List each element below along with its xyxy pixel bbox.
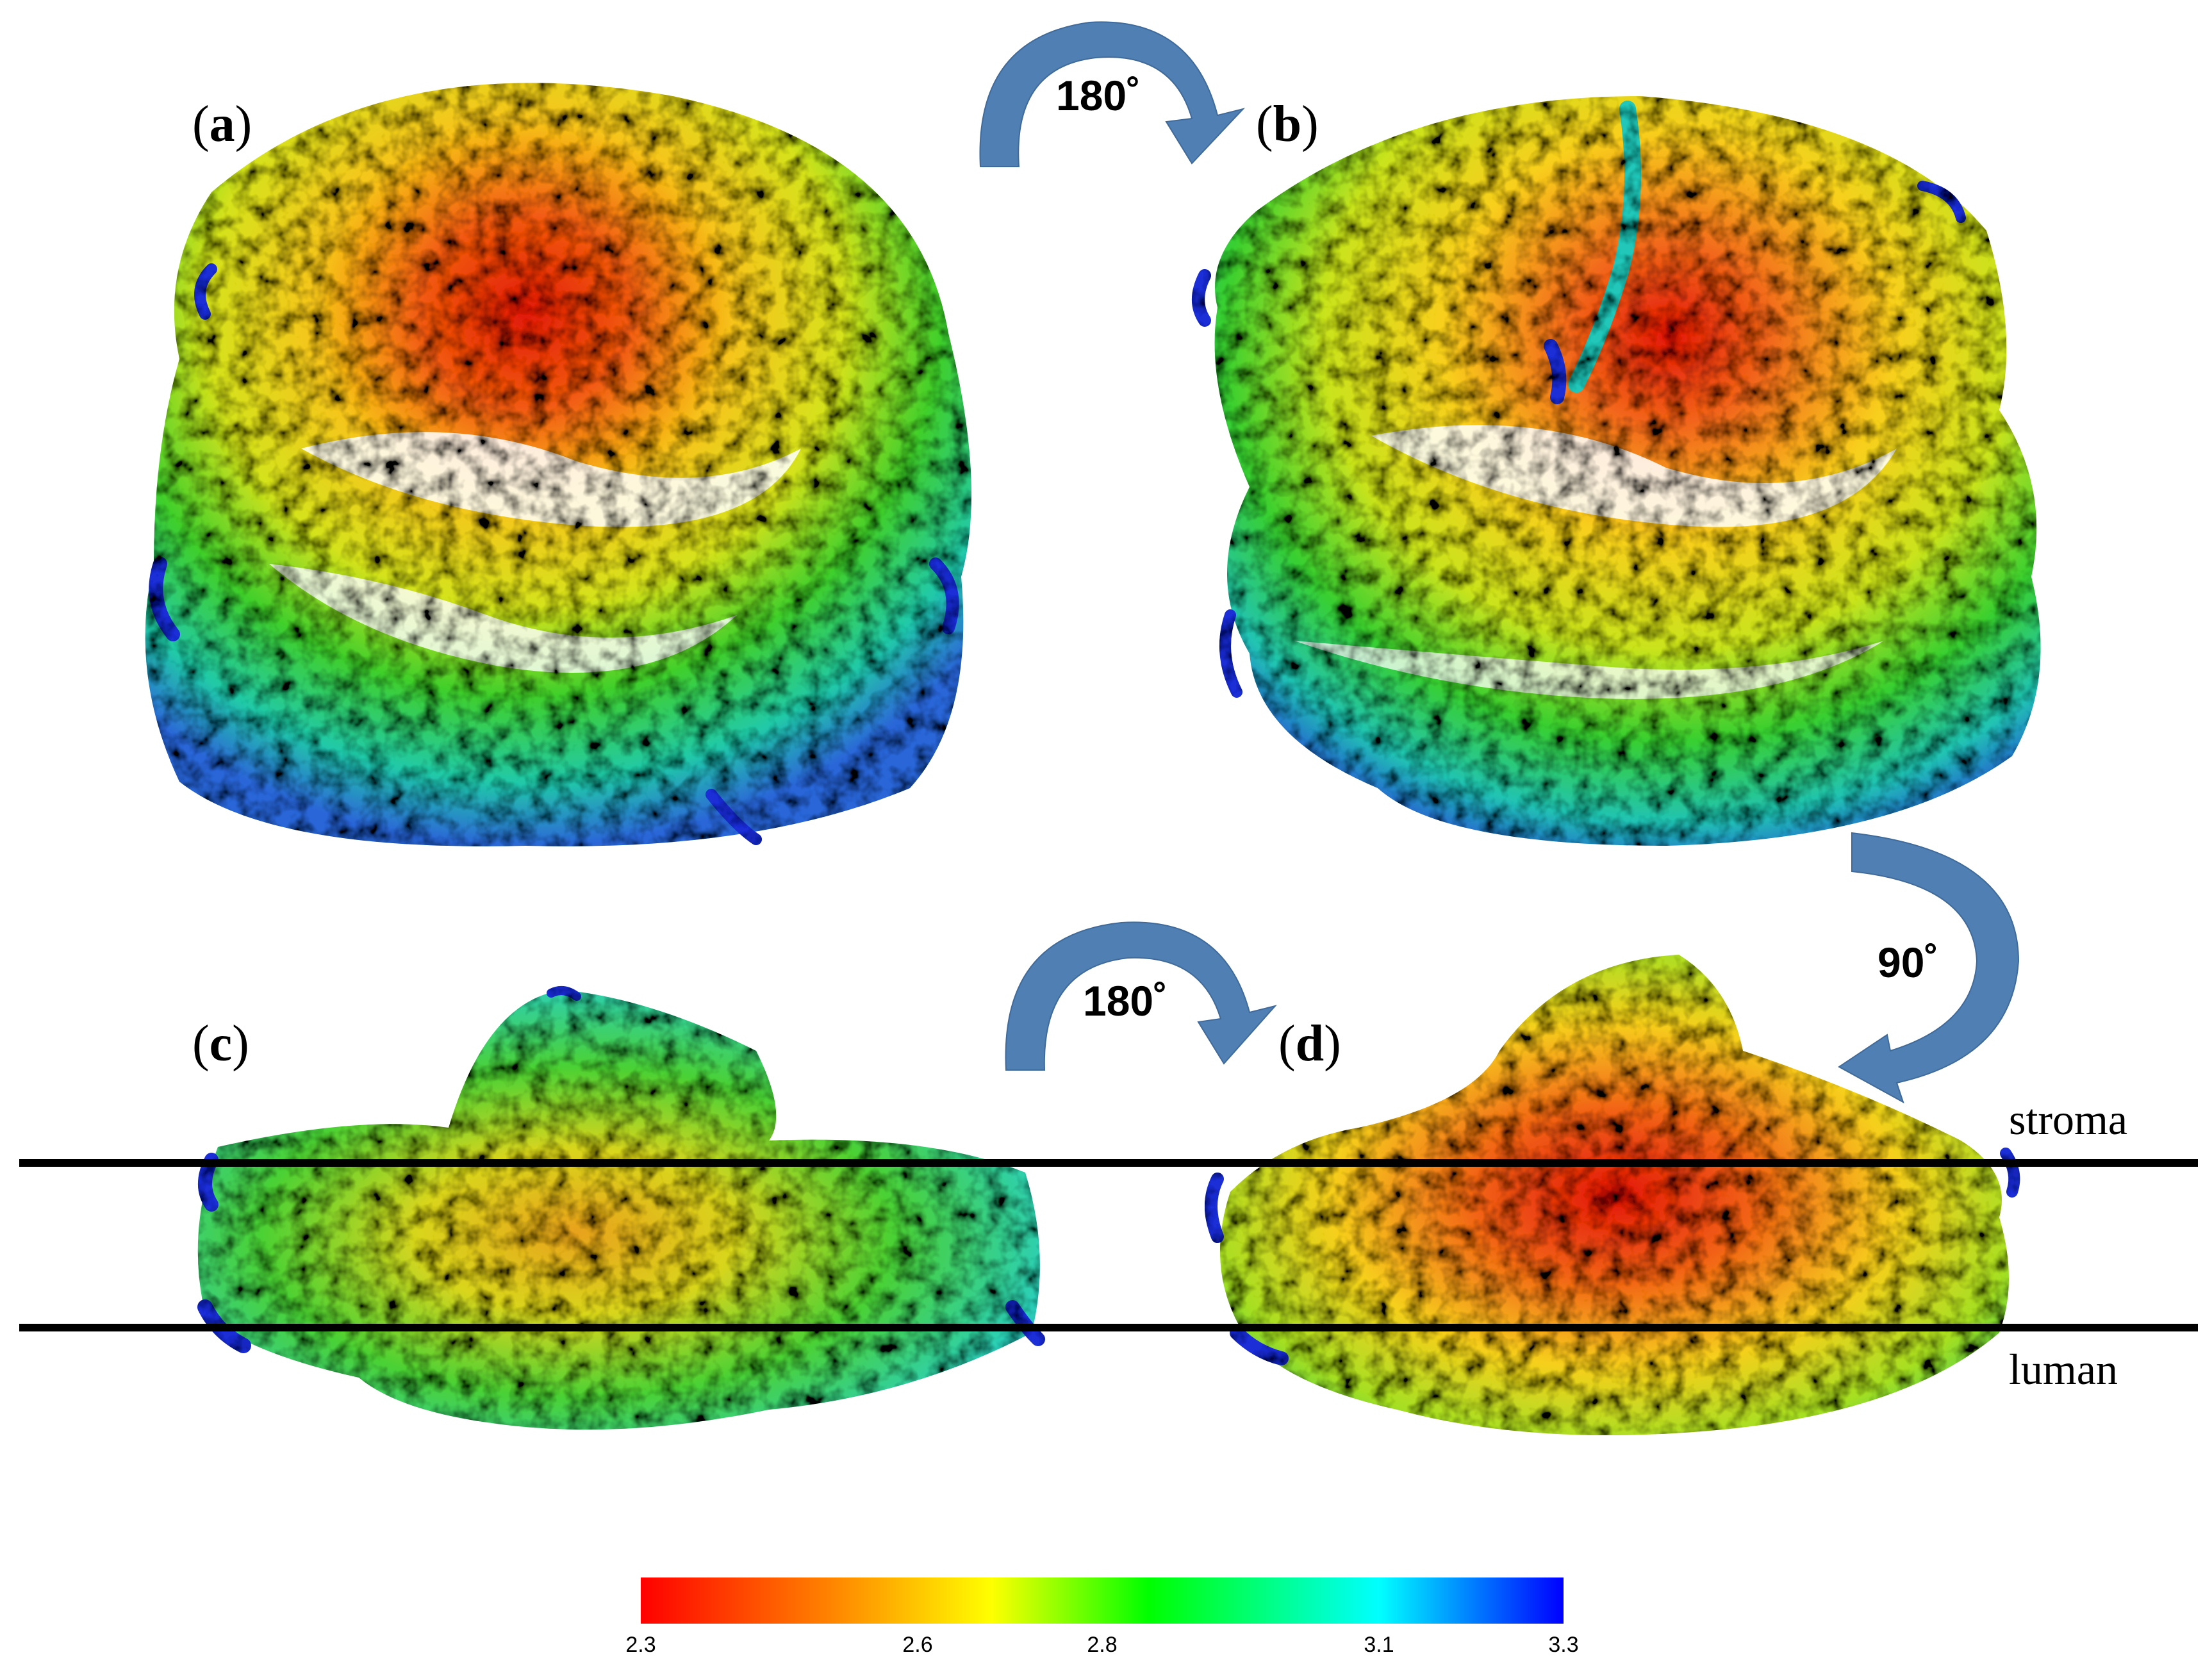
colorbar-tick-labels: 2.3 2.6 2.8 3.1 3.3 <box>625 1633 1578 1657</box>
rotation-label-right: 90˚ <box>1878 939 1938 986</box>
panel-label-b: (b) <box>1256 96 1319 152</box>
colorbar-tick-label: 2.3 <box>625 1633 656 1657</box>
rotate-arrow-right <box>1838 832 2020 1104</box>
rotate-arrow-top <box>979 21 1246 167</box>
density-map-b <box>1192 96 2041 846</box>
rotate-arrow-bottom <box>1005 921 1277 1071</box>
density-map-a <box>145 83 972 846</box>
colorbar-tick-label: 3.1 <box>1364 1633 1394 1657</box>
colorbar-tick-label: 2.8 <box>1087 1633 1117 1657</box>
density-map-c <box>197 986 1045 1430</box>
density-map-d <box>1205 955 2020 1435</box>
rotation-label-bottom: 180˚ <box>1083 977 1168 1025</box>
rotation-label-top: 180˚ <box>1056 72 1141 119</box>
panel-label-c: (c) <box>192 1016 249 1072</box>
colorbar <box>641 1578 1564 1624</box>
panel-label-d: (d) <box>1278 1016 1341 1072</box>
colorbar-tick-label: 3.3 <box>1548 1633 1578 1657</box>
panel-label-a: (a) <box>192 96 252 152</box>
colorbar-tick-label: 2.6 <box>902 1633 932 1657</box>
lumen-label: luman <box>2009 1345 2118 1394</box>
stroma-label: stroma <box>2009 1095 2127 1144</box>
